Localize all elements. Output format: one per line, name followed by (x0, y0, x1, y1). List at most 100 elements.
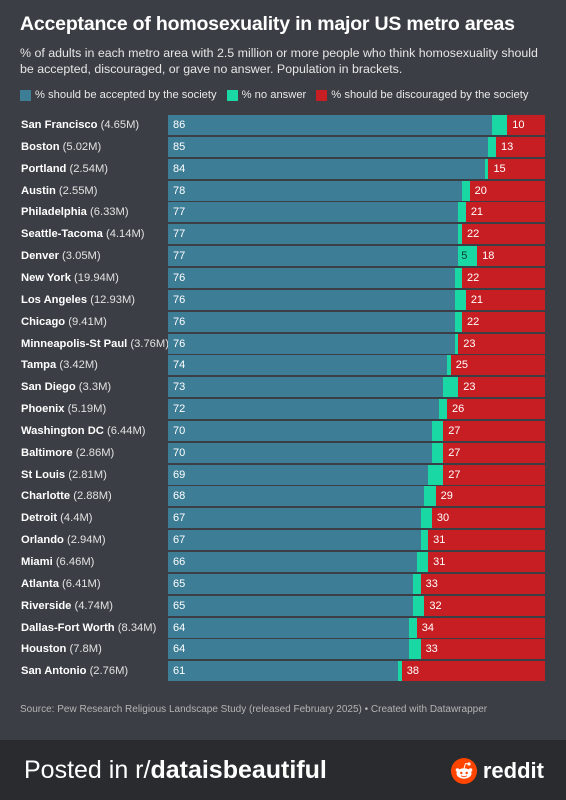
bar-segment-accepted: 68 (168, 486, 425, 507)
data-label: 76 (173, 337, 186, 350)
reddit-brand[interactable]: reddit (450, 758, 544, 784)
bar-segment-no-answer (424, 486, 436, 507)
bar-segment-no-answer: 5 (458, 246, 478, 267)
bar-segment-discouraged: 38 (401, 661, 545, 682)
bar-segment-no-answer (420, 508, 432, 529)
data-label: 76 (173, 315, 186, 328)
bar-row: Tampa (3.42M) 74 25 (0, 355, 566, 376)
metro-name: New York (21, 271, 71, 284)
data-label: 61 (173, 665, 186, 678)
metro-name: Phoenix (21, 403, 65, 416)
data-label: 78 (173, 184, 186, 197)
reddit-wordmark: reddit (482, 758, 544, 783)
metro-population: (12.93M) (87, 293, 135, 306)
bar-row: Baltimore (2.86M) 70 27 (0, 442, 566, 463)
data-label: 65 (173, 577, 186, 590)
bar-segment-no-answer (488, 136, 496, 157)
metro-population: (9.41M) (65, 315, 107, 328)
data-label: 85 (173, 140, 186, 153)
metro-name: Dallas-Fort Worth (21, 621, 115, 634)
bar-segment-accepted: 77 (168, 202, 459, 223)
bar-segment-accepted: 67 (168, 508, 421, 529)
bar-segment-accepted: 70 (168, 442, 432, 463)
bar-row: San Antonio (2.76M) 61 38 (0, 661, 566, 682)
metro-name: Atlanta (21, 577, 59, 590)
bar-segment-accepted: 85 (168, 136, 489, 157)
bar-row: Austin (2.55M) 78 20 (0, 180, 566, 201)
data-label: 84 (173, 162, 186, 175)
row-label: Charlotte (2.88M) (21, 490, 112, 502)
metro-population: (3.76M) (127, 337, 169, 350)
data-label: 32 (429, 599, 442, 612)
stacked-bar: 85 13 (168, 136, 545, 157)
stacked-bar: 67 30 (168, 508, 545, 529)
bar-segment-discouraged: 21 (465, 202, 545, 223)
data-label: 86 (173, 119, 186, 131)
stacked-bar: 84 15 (168, 158, 545, 179)
metro-name: Minneapolis-St Paul (21, 337, 128, 350)
bar-row: Portland (2.54M) 84 15 (0, 158, 566, 179)
metro-population: (2.86M) (72, 446, 115, 459)
bar-row: Washington DC (6.44M) 70 27 (0, 420, 566, 441)
data-label: 31 (433, 556, 446, 568)
row-label: Los Angeles (12.93M) (21, 294, 135, 306)
row-label: Portland (2.54M) (21, 163, 108, 175)
bar-segment-discouraged: 30 (431, 508, 545, 529)
data-label: 22 (467, 315, 480, 328)
bar-segment-accepted: 61 (168, 661, 398, 682)
bar-segment-discouraged: 15 (488, 158, 545, 179)
metro-name: Austin (21, 184, 56, 197)
bar-segment-accepted: 76 (168, 289, 455, 310)
metro-name: San Francisco (21, 119, 98, 131)
source-note: Source: Pew Research Religious Landscape… (20, 704, 488, 715)
bar-segment-discouraged: 23 (458, 377, 545, 398)
bar-segment-no-answer (413, 573, 421, 594)
stacked-bar: 67 31 (168, 530, 545, 551)
bar-row: Detroit (4.4M) 67 30 (0, 508, 566, 529)
bar-row: Denver (3.05M) 77 5 18 (0, 246, 566, 267)
data-label: 64 (173, 621, 186, 634)
bar-segment-accepted: 78 (168, 180, 463, 201)
bar-segment-no-answer (458, 224, 463, 245)
data-label: 20 (474, 184, 487, 197)
bar-segment-no-answer (397, 661, 402, 682)
metro-population: (3.42M) (56, 359, 98, 372)
bar-row: Dallas-Fort Worth (8.34M) 64 34 (0, 617, 566, 638)
metro-population: (6.41M) (58, 577, 101, 590)
metro-name: St Louis (21, 468, 66, 481)
data-label: 33 (425, 643, 438, 656)
bar-segment-discouraged: 27 (443, 442, 545, 463)
bar-segment-no-answer (446, 355, 451, 376)
chart-subtitle: % of adults in each metro area with 2.5 … (20, 46, 538, 76)
bar-segment-discouraged: 26 (446, 399, 545, 420)
bar-row: Orlando (2.94M) 67 31 (0, 530, 566, 551)
data-label: 77 (173, 250, 186, 263)
legend-item-discouraged: % should be discouraged by the society (316, 89, 528, 101)
bar-row: Boston (5.02M) 85 13 (0, 136, 566, 157)
row-label: Minneapolis-St Paul (3.76M) (21, 338, 169, 350)
metro-name: Charlotte (21, 490, 71, 503)
stacked-bar: 69 27 (168, 464, 545, 485)
data-label: 73 (173, 381, 186, 394)
metro-name: San Diego (21, 381, 76, 394)
bar-row: Phoenix (5.19M) 72 26 (0, 399, 566, 420)
metro-name: Portland (21, 162, 67, 175)
stacked-bar: 65 33 (168, 573, 545, 594)
subreddit-name: dataisbeautiful (150, 756, 327, 784)
stacked-bar: 64 34 (168, 617, 545, 638)
legend-label-discouraged: % should be discouraged by the society (331, 89, 529, 101)
metro-population: (7.8M) (66, 643, 102, 656)
metro-population: (2.55M) (55, 184, 98, 197)
bar-segment-accepted: 76 (168, 267, 455, 288)
metro-name: Detroit (21, 512, 58, 525)
posted-in-text[interactable]: Posted in r/dataisbeautiful (24, 756, 327, 785)
stacked-bar: 73 23 (168, 377, 545, 398)
data-label: 5 (461, 250, 468, 263)
data-label: 30 (436, 512, 450, 525)
bar-segment-discouraged: 20 (469, 180, 545, 201)
data-label: 15 (493, 162, 506, 175)
bar-segment-accepted: 84 (168, 158, 485, 179)
metro-population: (4.74M) (71, 599, 114, 612)
bar-segment-discouraged: 18 (477, 246, 545, 267)
row-label: San Francisco (4.65M) (21, 119, 139, 131)
